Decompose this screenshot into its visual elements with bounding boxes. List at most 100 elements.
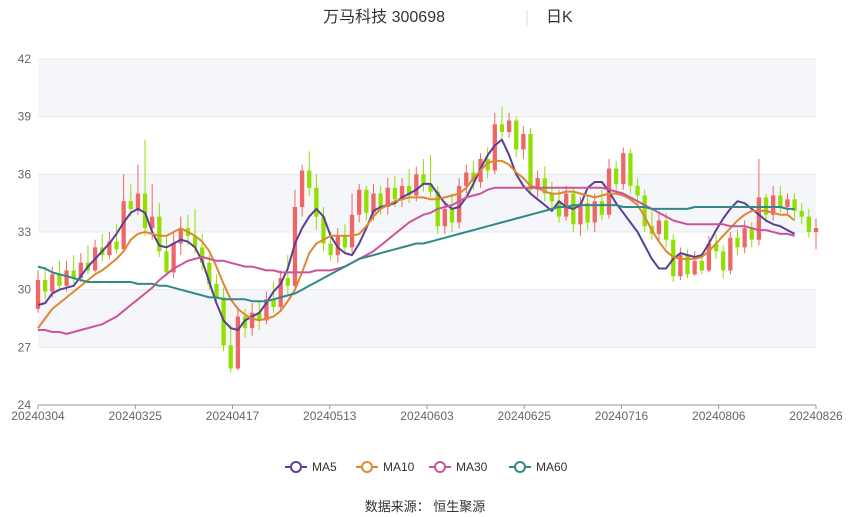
candle bbox=[314, 174, 319, 231]
candle bbox=[349, 193, 355, 254]
candle bbox=[35, 270, 41, 313]
candle bbox=[228, 324, 233, 373]
candle bbox=[164, 235, 169, 277]
candle-body bbox=[135, 193, 141, 209]
candle bbox=[135, 164, 141, 215]
candle bbox=[642, 189, 647, 232]
candle-body bbox=[521, 133, 526, 150]
candle-body bbox=[299, 170, 305, 208]
candle-body bbox=[71, 270, 76, 279]
candle-body bbox=[578, 203, 583, 225]
candle-body bbox=[485, 158, 490, 171]
candle-body bbox=[57, 274, 62, 286]
x-tick-label: 20240513 bbox=[303, 409, 357, 423]
candle bbox=[728, 232, 733, 275]
candle bbox=[585, 195, 590, 231]
y-tick-label: 42 bbox=[18, 52, 32, 66]
candle bbox=[278, 270, 283, 311]
candle-body bbox=[164, 251, 169, 273]
candle-body bbox=[785, 199, 790, 208]
candle-body bbox=[721, 251, 726, 271]
legend-item-ma30[interactable]: MA30 bbox=[429, 460, 488, 474]
candle bbox=[621, 147, 626, 190]
candle-body bbox=[364, 189, 369, 213]
candle bbox=[285, 255, 290, 294]
candle-body bbox=[564, 193, 569, 217]
candle-body bbox=[592, 201, 597, 223]
candle bbox=[792, 193, 797, 219]
candle-body bbox=[514, 120, 519, 150]
y-tick-label: 36 bbox=[18, 167, 32, 181]
candle-body bbox=[42, 280, 48, 292]
candle bbox=[399, 178, 405, 208]
candle bbox=[171, 232, 176, 279]
candle-body bbox=[699, 260, 704, 271]
legend-swatch-dot bbox=[361, 461, 373, 473]
candle-body bbox=[771, 195, 776, 215]
candle-body bbox=[328, 243, 333, 256]
candle-body bbox=[385, 187, 390, 208]
candle-body bbox=[464, 172, 469, 186]
legend[interactable]: MA5 MA10 MA30 MA60 bbox=[285, 460, 568, 474]
candle bbox=[299, 164, 305, 217]
candle bbox=[521, 126, 526, 159]
candle-body bbox=[171, 243, 176, 273]
candle-body bbox=[307, 170, 312, 188]
candle bbox=[614, 160, 619, 192]
candle bbox=[806, 208, 812, 238]
candle bbox=[756, 158, 762, 246]
candle-body bbox=[178, 228, 183, 244]
candle-body bbox=[599, 201, 605, 215]
legend-item-ma5[interactable]: MA5 bbox=[285, 460, 337, 474]
legend-item-ma10[interactable]: MA10 bbox=[356, 460, 415, 474]
x-tick-label: 20240417 bbox=[206, 409, 260, 423]
candle bbox=[428, 155, 433, 198]
legend-swatch-dot bbox=[514, 461, 526, 473]
candle-body bbox=[150, 216, 155, 229]
candle-body bbox=[114, 241, 119, 250]
candle bbox=[799, 203, 804, 225]
candle-body bbox=[399, 185, 405, 200]
moving-average-lines bbox=[37, 138, 796, 335]
candle-body bbox=[249, 312, 255, 329]
candle-body bbox=[285, 278, 290, 286]
legend-item-ma60[interactable]: MA60 bbox=[509, 460, 568, 474]
chart-title: 万马科技 300698 bbox=[323, 8, 445, 26]
grid bbox=[38, 58, 816, 406]
candle-body bbox=[192, 235, 198, 248]
ma-line-ma30 bbox=[38, 186, 795, 335]
candle-body bbox=[742, 228, 747, 248]
candle bbox=[535, 170, 540, 198]
candle-body bbox=[142, 193, 148, 229]
legend-swatch-dot bbox=[290, 461, 302, 473]
candle bbox=[71, 255, 76, 284]
legend-label: MA60 bbox=[536, 460, 568, 474]
candle-body bbox=[314, 187, 319, 217]
candle-body bbox=[214, 283, 219, 298]
legend-label: MA30 bbox=[456, 460, 488, 474]
candle-body bbox=[585, 203, 590, 223]
candle bbox=[114, 224, 119, 254]
candle-body bbox=[271, 299, 276, 307]
y-tick-label: 27 bbox=[18, 340, 32, 354]
x-tick-label: 20240603 bbox=[400, 409, 454, 423]
legend-label: MA10 bbox=[383, 460, 415, 474]
grid-band bbox=[38, 289, 816, 348]
candle bbox=[307, 151, 312, 196]
y-tick-label: 24 bbox=[18, 398, 32, 412]
candle-body bbox=[50, 274, 55, 292]
candle bbox=[200, 233, 205, 271]
candle-body bbox=[706, 243, 712, 271]
candle bbox=[456, 178, 462, 229]
candle-body bbox=[778, 195, 783, 208]
candle bbox=[271, 281, 276, 313]
candle-body bbox=[506, 120, 512, 133]
candle bbox=[663, 212, 669, 248]
candle bbox=[542, 166, 547, 202]
candle bbox=[357, 183, 362, 223]
candle bbox=[107, 232, 112, 259]
candle-body bbox=[207, 262, 212, 284]
candle-body bbox=[421, 174, 426, 184]
legend-label: MA5 bbox=[312, 460, 337, 474]
